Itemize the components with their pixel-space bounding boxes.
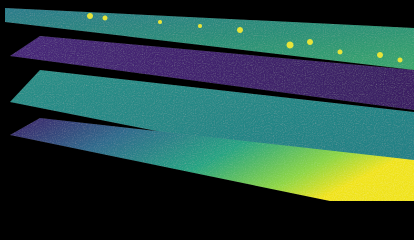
page: {} html, body { margin: 0; padding: 0; b… [5, 8, 414, 201]
dem-layer [10, 118, 414, 201]
scene [5, 8, 414, 201]
vegetation-point [397, 57, 403, 63]
vegetation-point [102, 15, 108, 21]
point-cloud-layer [5, 8, 414, 70]
vegetation-point [286, 41, 294, 49]
vegetation-point [158, 20, 162, 24]
vegetation-point [87, 13, 93, 19]
dsm-layer [10, 36, 414, 110]
vegetation-point [377, 52, 383, 58]
vegetation-points [87, 13, 403, 63]
vegetation-point [198, 24, 202, 28]
vegetation-point [307, 39, 313, 45]
vegetation-point [237, 27, 243, 33]
vegetation-point [337, 49, 343, 55]
page-body [5, 8, 414, 201]
